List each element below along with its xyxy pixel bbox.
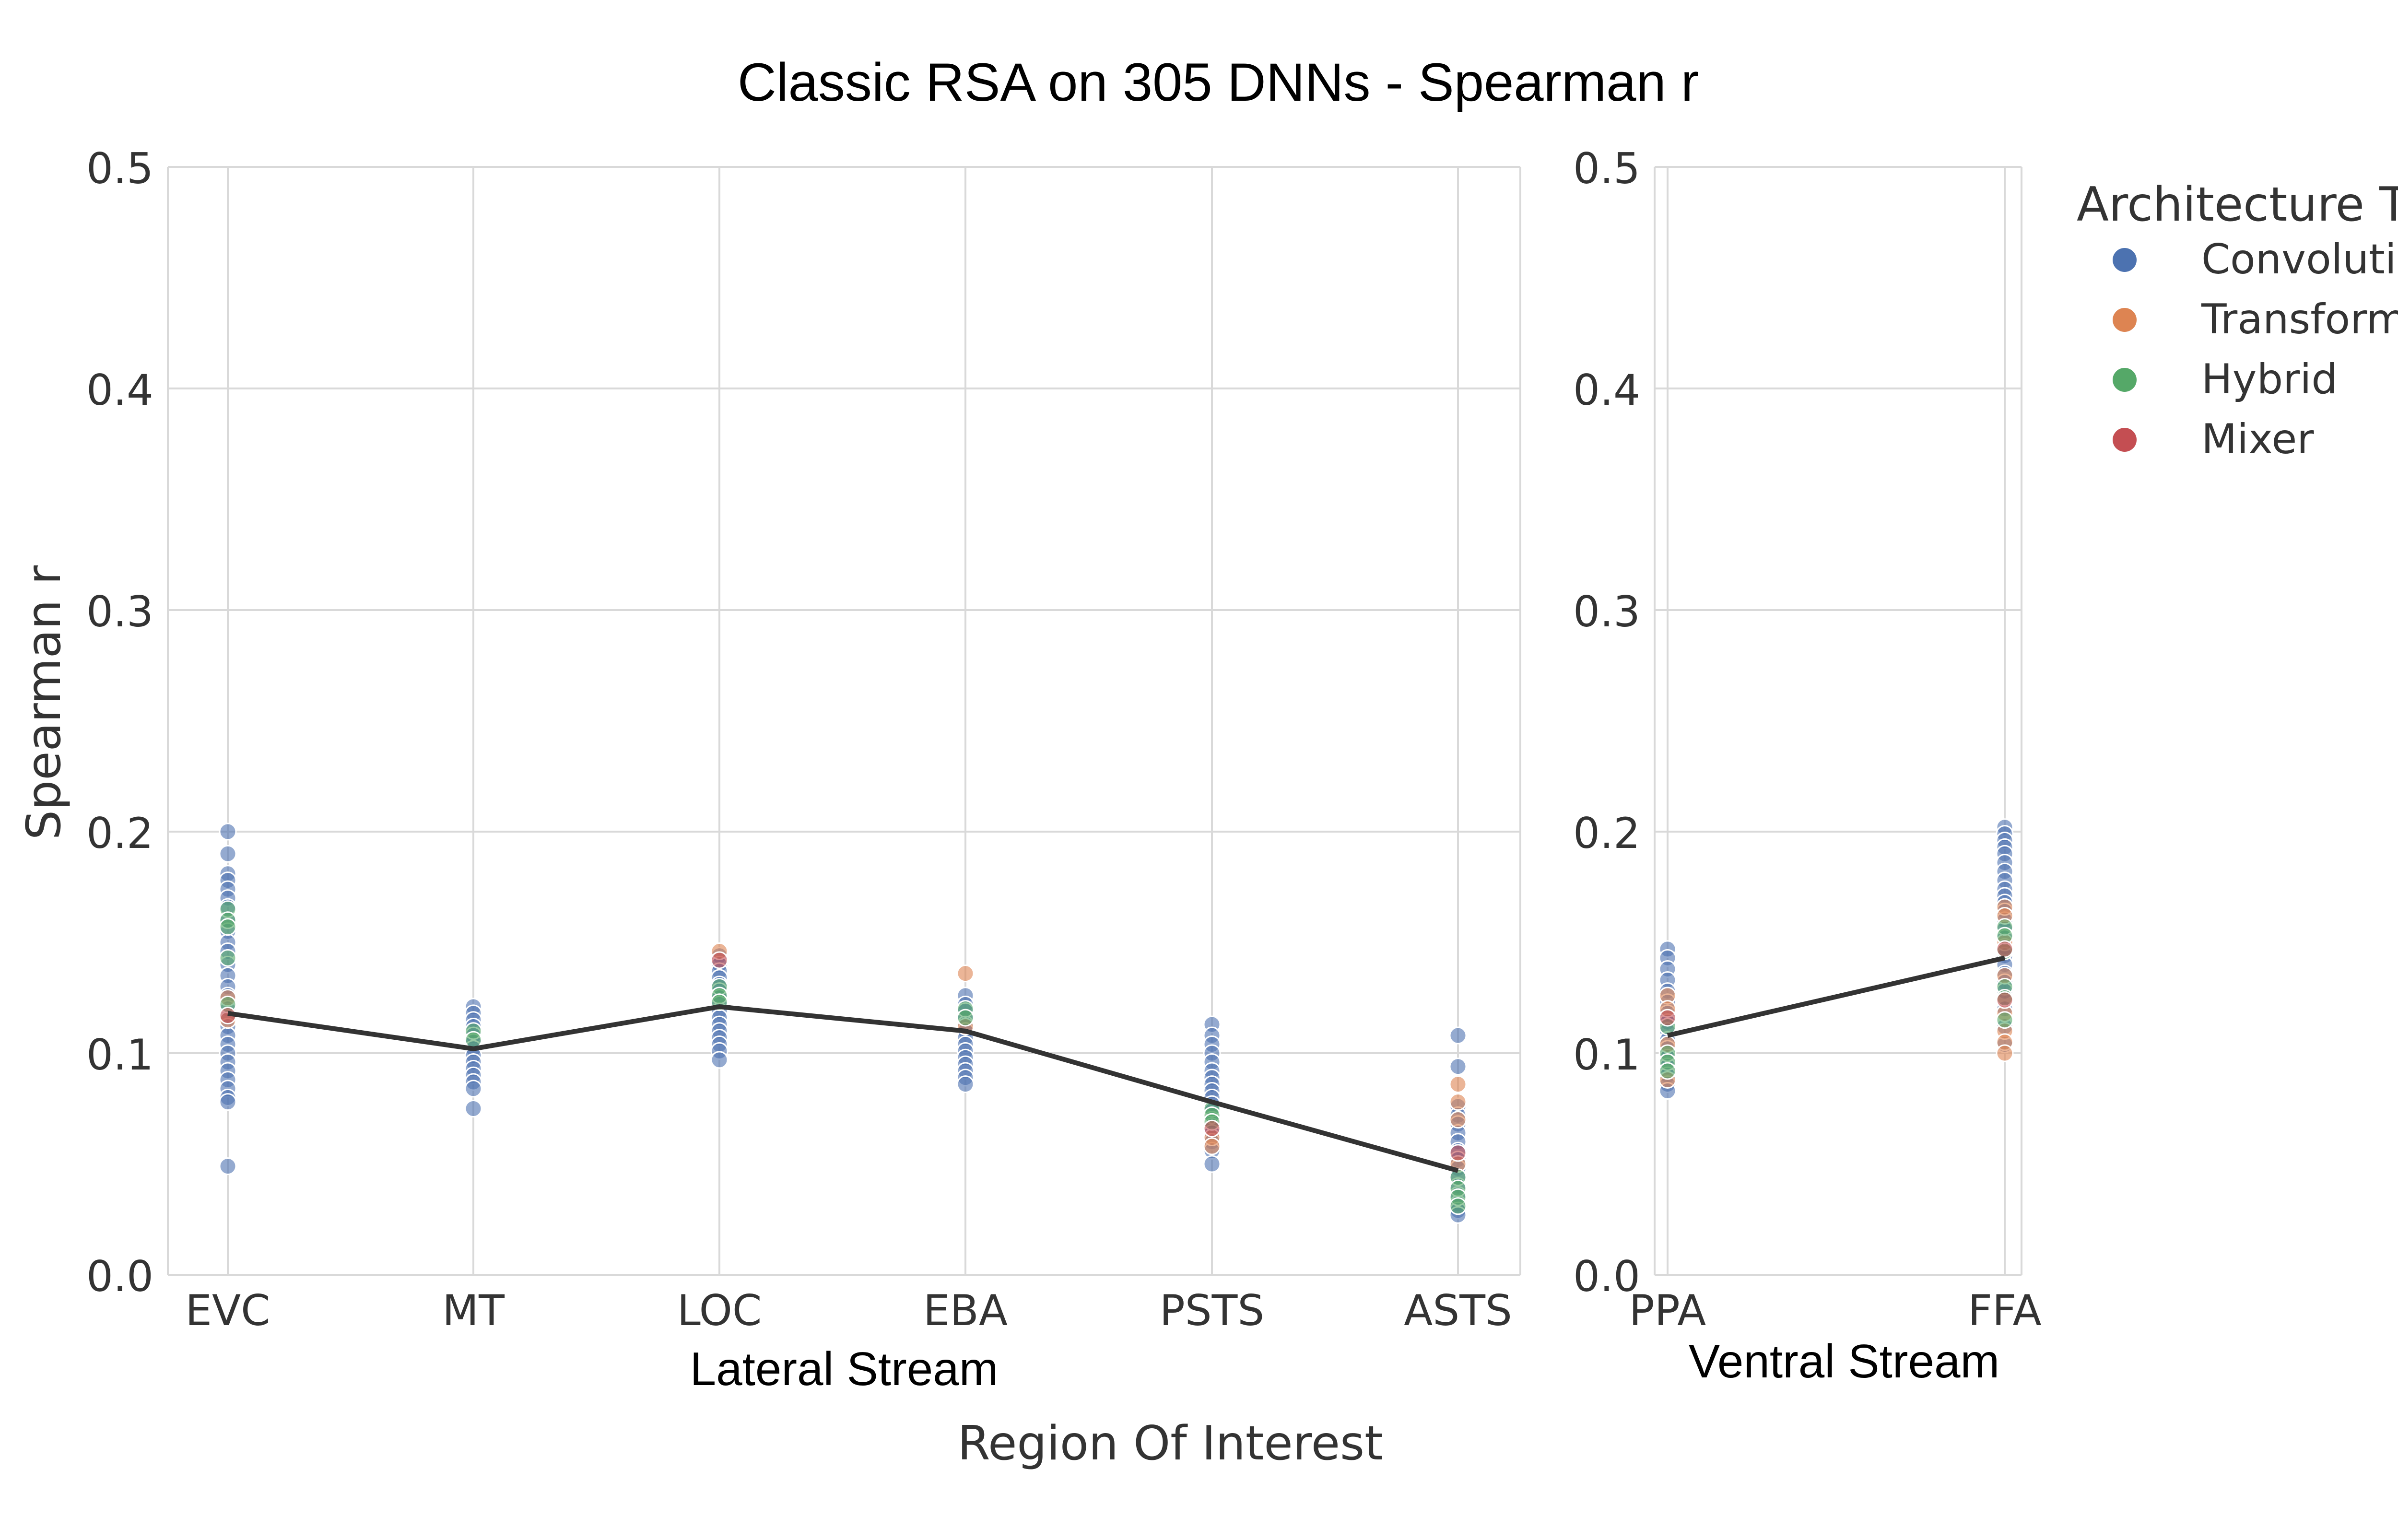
data-point bbox=[956, 1009, 975, 1027]
data-point bbox=[219, 918, 237, 936]
ventral-stream-label: Ventral Stream bbox=[1689, 1335, 1999, 1387]
data-point bbox=[1996, 1044, 2014, 1062]
lateral-stream-label: Lateral Stream bbox=[690, 1342, 999, 1395]
x-axis-label: Region Of Interest bbox=[957, 1416, 1383, 1471]
legend-label: Transformer bbox=[2201, 295, 2398, 343]
legend-title: Architecture Type bbox=[2077, 177, 2398, 232]
data-point bbox=[219, 1157, 237, 1176]
mean-line bbox=[227, 1004, 1459, 1173]
y-tick-label: 0.4 bbox=[86, 365, 153, 415]
x-tick-label: ASTS bbox=[1404, 1286, 1512, 1335]
y-tick-label: 0.0 bbox=[1573, 1252, 1640, 1301]
data-point bbox=[1203, 1119, 1221, 1138]
data-point bbox=[1996, 1011, 2014, 1029]
data-point bbox=[1658, 1062, 1677, 1080]
legend-marker bbox=[2113, 428, 2137, 452]
legend: Architecture Type Convolutional Transform… bbox=[2077, 177, 2398, 463]
y-tick-label: 0.3 bbox=[1573, 587, 1640, 636]
mean-line bbox=[1667, 955, 2006, 1038]
data-point bbox=[1203, 1155, 1221, 1173]
legend-marker bbox=[2113, 248, 2137, 272]
y-axis-label: Spearman r bbox=[17, 565, 71, 840]
legend-label: Hybrid bbox=[2201, 355, 2338, 403]
data-point bbox=[464, 1080, 482, 1098]
y-tick-label: 0.5 bbox=[1573, 144, 1640, 193]
data-point bbox=[710, 951, 729, 969]
lateral-stream-panel: 0.0 0.1 0.2 0.3 0.4 0.5 EVC MT LOC EBA PSTS ASTS bbox=[86, 144, 1521, 1335]
y-tick-label: 0.3 bbox=[86, 587, 153, 636]
legend-label: Mixer bbox=[2201, 415, 2314, 463]
data-point bbox=[219, 823, 237, 841]
data-point bbox=[219, 1093, 237, 1111]
y-tick-label: 0.2 bbox=[86, 809, 153, 858]
x-tick-label: LOC bbox=[677, 1286, 762, 1335]
data-point bbox=[956, 964, 975, 983]
data-point bbox=[1449, 1144, 1467, 1162]
data-point bbox=[219, 845, 237, 863]
y-tick-label: 0.4 bbox=[1573, 365, 1640, 415]
data-point bbox=[1449, 1026, 1467, 1045]
data-point bbox=[710, 1051, 729, 1069]
x-tick-label: PPA bbox=[1629, 1286, 1706, 1335]
ventral-stream-panel: 0.0 0.1 0.2 0.3 0.4 0.5 PPA FFA bbox=[1573, 144, 2042, 1335]
y-tick-label: 0.0 bbox=[86, 1252, 153, 1301]
y-tick-label: 0.2 bbox=[1573, 809, 1640, 858]
data-point bbox=[1203, 1137, 1221, 1155]
y-tick-label: 0.1 bbox=[86, 1030, 153, 1080]
data-point bbox=[1996, 991, 2014, 1009]
data-point bbox=[219, 949, 237, 967]
data-point bbox=[464, 1100, 482, 1117]
data-point bbox=[1449, 1197, 1467, 1215]
data-point bbox=[1449, 1075, 1467, 1093]
legend-marker bbox=[2113, 308, 2137, 332]
data-point bbox=[1449, 1058, 1467, 1076]
chart-title: Classic RSA on 305 DNNs - Spearman r bbox=[738, 52, 1699, 112]
x-tick-label: MT bbox=[442, 1286, 505, 1335]
x-tick-label: FFA bbox=[1968, 1286, 2041, 1335]
data-point bbox=[1449, 1111, 1467, 1129]
x-tick-label: EVC bbox=[185, 1286, 270, 1335]
y-tick-label: 0.5 bbox=[86, 144, 153, 193]
data-point bbox=[1658, 1009, 1677, 1027]
y-tick-label: 0.1 bbox=[1573, 1030, 1640, 1080]
data-point bbox=[1996, 940, 2014, 958]
legend-label: Convolutional bbox=[2201, 235, 2398, 283]
data-point bbox=[956, 1075, 975, 1093]
x-tick-label: PSTS bbox=[1160, 1286, 1265, 1335]
x-tick-label: EBA bbox=[923, 1286, 1008, 1335]
data-point bbox=[1449, 1093, 1467, 1111]
legend-marker bbox=[2113, 368, 2137, 392]
